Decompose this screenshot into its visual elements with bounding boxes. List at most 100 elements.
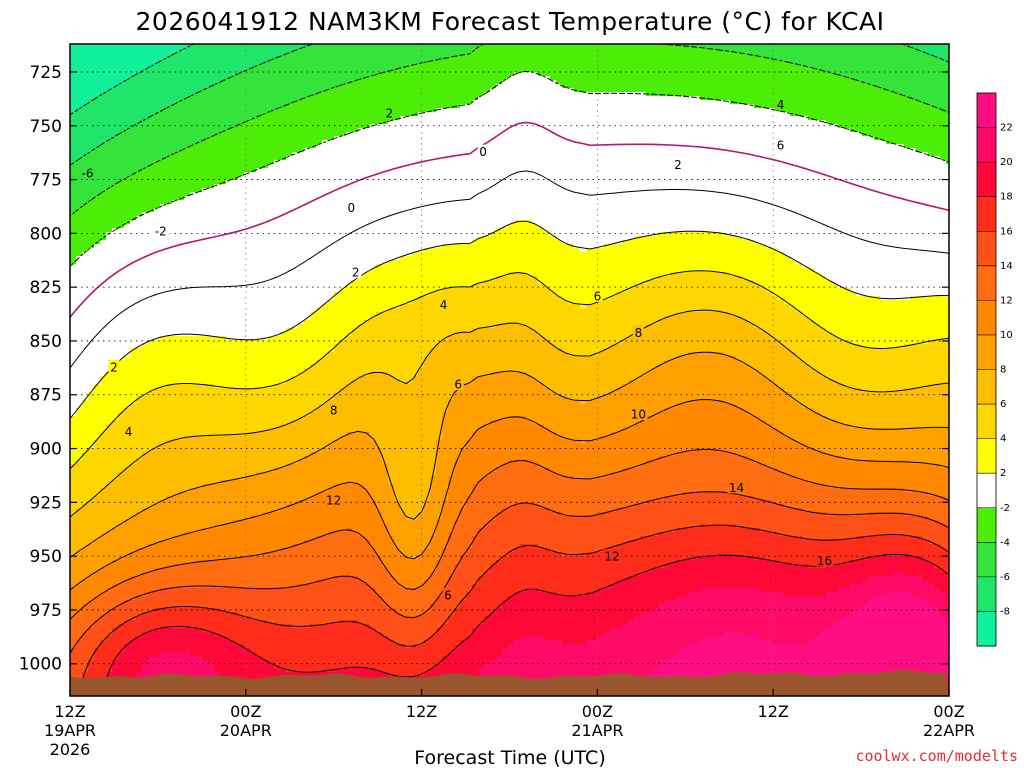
temperature-cell	[490, 156, 497, 161]
temperature-cell	[820, 112, 827, 117]
temperature-cell	[634, 44, 641, 49]
temperature-cell	[928, 136, 935, 141]
temperature-cell	[856, 76, 863, 81]
temperature-cell	[460, 148, 467, 153]
temperature-cell	[190, 48, 197, 53]
temperature-cell	[868, 136, 875, 141]
temperature-cell	[184, 76, 191, 81]
temperature-cell	[94, 100, 101, 105]
temperature-cell	[196, 96, 203, 101]
temperature-cell	[676, 112, 683, 117]
temperature-cell	[934, 100, 941, 105]
temperature-cell	[562, 64, 569, 69]
temperature-cell	[196, 56, 203, 61]
temperature-cell	[112, 168, 119, 173]
temperature-cell	[904, 136, 911, 141]
temperature-cell	[814, 52, 821, 57]
temperature-cell	[202, 152, 209, 157]
temperature-cell	[268, 96, 275, 101]
temperature-cell	[172, 148, 179, 153]
temperature-cell	[712, 120, 719, 125]
temperature-cell	[178, 164, 185, 169]
temperature-cell	[472, 136, 479, 141]
temperature-cell	[862, 108, 869, 113]
temperature-cell	[910, 76, 917, 81]
temperature-cell	[358, 88, 365, 93]
temperature-cell	[826, 56, 833, 61]
temperature-cell	[610, 68, 617, 73]
temperature-cell	[808, 48, 815, 53]
temperature-cell	[154, 124, 161, 129]
temperature-cell	[790, 52, 797, 57]
temperature-cell	[322, 96, 329, 101]
temperature-cell	[100, 128, 107, 133]
temperature-cell	[82, 128, 89, 133]
temperature-cell	[124, 88, 131, 93]
temperature-cell	[898, 164, 905, 169]
temperature-cell	[310, 132, 317, 137]
temperature-cell	[172, 48, 179, 53]
temperature-cell	[628, 100, 635, 105]
temperature-cell	[214, 52, 221, 57]
temperature-cell	[670, 132, 677, 137]
temperature-cell	[802, 124, 809, 129]
temperature-cell	[496, 80, 503, 85]
temperature-cell	[850, 156, 857, 161]
temperature-cell	[586, 100, 593, 105]
temperature-cell	[532, 52, 539, 57]
temperature-cell	[832, 48, 839, 53]
temperature-cell	[196, 176, 203, 181]
temperature-cell	[322, 52, 329, 57]
temperature-cell	[202, 176, 209, 181]
temperature-cell	[634, 128, 641, 133]
temperature-cell	[706, 108, 713, 113]
temperature-cell	[244, 140, 251, 145]
temperature-cell	[568, 160, 575, 165]
temperature-cell	[454, 132, 461, 137]
temperature-cell	[928, 152, 935, 157]
temperature-cell	[886, 108, 893, 113]
temperature-cell	[898, 68, 905, 73]
temperature-cell	[526, 116, 533, 121]
temperature-cell	[304, 80, 311, 85]
temperature-cell	[544, 104, 551, 109]
temperature-cell	[496, 124, 503, 129]
temperature-cell	[346, 160, 353, 165]
temperature-cell	[184, 136, 191, 141]
temperature-cell	[70, 120, 77, 125]
temperature-cell	[736, 88, 743, 93]
temperature-cell	[694, 176, 701, 181]
temperature-cell	[688, 48, 695, 53]
temperature-cell	[442, 84, 449, 89]
temperature-cell	[94, 64, 101, 69]
temperature-cell	[820, 92, 827, 97]
temperature-cell	[358, 100, 365, 105]
temperature-cell	[232, 92, 239, 97]
temperature-cell	[778, 116, 785, 121]
temperature-cell	[256, 164, 263, 169]
temperature-cell	[850, 176, 857, 181]
temperature-cell	[322, 84, 329, 89]
temperature-cell	[526, 44, 533, 49]
temperature-cell	[436, 64, 443, 69]
temperature-cell	[844, 160, 851, 165]
temperature-cell	[712, 176, 719, 181]
temperature-cell	[466, 176, 473, 181]
temperature-cell	[292, 88, 299, 93]
temperature-cell	[496, 52, 503, 57]
temperature-cell	[244, 128, 251, 133]
temperature-cell	[130, 176, 137, 181]
temperature-cell	[400, 128, 407, 133]
temperature-cell	[886, 164, 893, 169]
temperature-cell	[856, 156, 863, 161]
temperature-cell	[874, 128, 881, 133]
temperature-cell	[286, 72, 293, 77]
temperature-cell	[598, 112, 605, 117]
temperature-cell	[196, 84, 203, 89]
temperature-cell	[862, 88, 869, 93]
temperature-cell	[826, 44, 833, 49]
temperature-cell	[70, 156, 77, 161]
temperature-cell	[202, 52, 209, 57]
temperature-cell	[232, 48, 239, 53]
temperature-cell	[454, 56, 461, 61]
